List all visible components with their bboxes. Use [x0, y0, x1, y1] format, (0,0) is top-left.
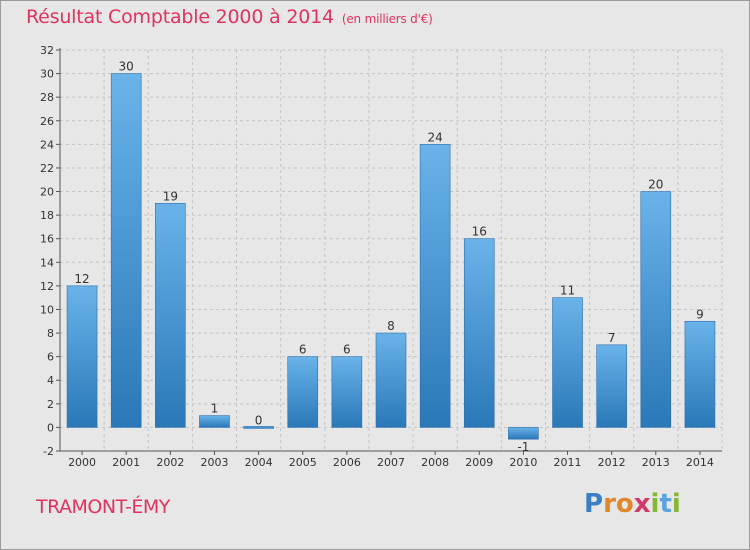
bar — [287, 356, 319, 428]
y-tick-label: 30 — [40, 68, 54, 81]
proxiti-logo: Proxiti — [584, 489, 681, 519]
town-name: TRAMONT-ÉMY — [36, 496, 170, 518]
y-tick-label: 2 — [47, 398, 54, 411]
data-label: 8 — [387, 319, 395, 333]
x-tick-label: 2004 — [245, 456, 273, 469]
bar — [110, 73, 142, 428]
data-label: 6 — [299, 343, 307, 357]
x-tick-label: 2012 — [598, 456, 626, 469]
bar — [375, 332, 407, 428]
x-tick-label: 2003 — [200, 456, 228, 469]
x-tick-label: 2000 — [68, 456, 96, 469]
y-tick-label: 26 — [40, 115, 54, 128]
data-label: 9 — [696, 307, 704, 321]
y-tick-label: 8 — [47, 327, 54, 340]
data-label: 6 — [343, 343, 351, 357]
bar — [331, 356, 363, 428]
x-tick-label: 2010 — [509, 456, 537, 469]
y-tick-label: 16 — [40, 233, 54, 246]
x-tick-label: 2002 — [156, 456, 184, 469]
bar — [243, 426, 274, 429]
bar — [640, 191, 672, 428]
y-tick-label: 18 — [40, 209, 54, 222]
bar — [155, 203, 186, 428]
data-label: -1 — [517, 440, 529, 454]
logo-letter: P — [584, 489, 604, 519]
chart-title-text: Résultat Comptable 2000 à 2014 — [26, 6, 334, 28]
y-tick-label: -2 — [43, 445, 54, 458]
chart-title: Résultat Comptable 2000 à 2014 (en millie… — [26, 6, 433, 28]
y-tick-label: 6 — [47, 351, 54, 364]
logo-letter: t — [659, 489, 672, 519]
bar — [508, 427, 539, 440]
y-tick-label: 32 — [40, 44, 54, 57]
data-label: 30 — [119, 60, 134, 74]
bar — [66, 285, 98, 428]
x-tick-label: 2009 — [465, 456, 493, 469]
chart-subtitle: (en milliers d'€) — [341, 12, 433, 26]
x-tick-label: 2011 — [554, 456, 582, 469]
data-label: 11 — [560, 284, 575, 298]
x-tick-label: 2013 — [642, 456, 670, 469]
logo-letter: o — [615, 489, 634, 519]
data-label: 1 — [211, 402, 219, 416]
data-label: 16 — [472, 225, 487, 239]
logo-letter: r — [603, 489, 616, 519]
bar — [463, 238, 495, 428]
y-tick-label: 14 — [40, 256, 54, 269]
y-tick-label: 0 — [47, 421, 54, 434]
bar — [419, 144, 451, 428]
data-label: 12 — [74, 272, 89, 286]
bar — [199, 415, 230, 428]
logo-letter: i — [650, 489, 660, 519]
y-tick-label: 4 — [47, 374, 54, 387]
data-label: 24 — [427, 130, 442, 144]
x-tick-label: 2005 — [289, 456, 317, 469]
x-tick-label: 2008 — [421, 456, 449, 469]
y-tick-label: 24 — [40, 138, 54, 151]
y-tick-label: 10 — [40, 303, 54, 316]
y-tick-label: 20 — [40, 186, 54, 199]
y-tick-label: 28 — [40, 91, 54, 104]
data-label: 20 — [648, 178, 663, 192]
logo-letter: i — [671, 489, 681, 519]
data-label: 19 — [163, 189, 178, 203]
y-tick-label: 22 — [40, 162, 54, 175]
bar — [552, 297, 583, 428]
bar — [684, 320, 716, 428]
bar — [596, 344, 627, 428]
x-tick-label: 2007 — [377, 456, 405, 469]
y-tick-label: 12 — [40, 280, 54, 293]
data-label: 7 — [608, 331, 616, 345]
x-tick-label: 2006 — [333, 456, 361, 469]
data-label: 0 — [255, 413, 263, 427]
x-tick-label: 2001 — [112, 456, 140, 469]
x-tick-label: 2014 — [686, 456, 714, 469]
logo-letter: x — [633, 489, 651, 519]
